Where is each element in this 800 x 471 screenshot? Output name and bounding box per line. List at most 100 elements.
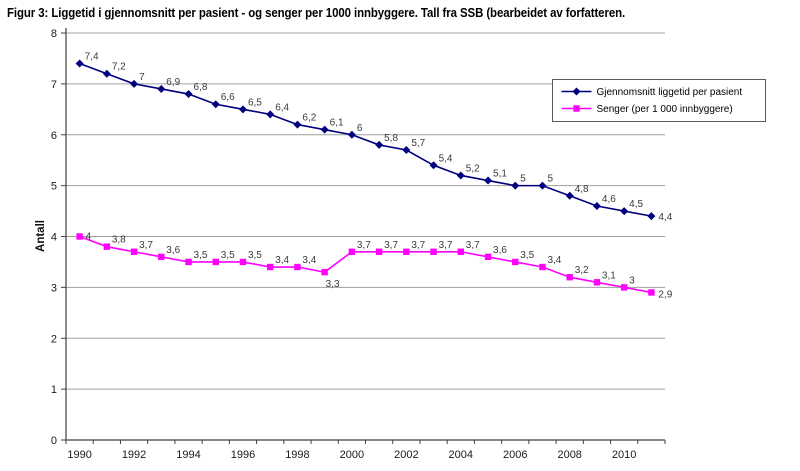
diamond-marker [375, 140, 384, 149]
square-marker [457, 248, 464, 255]
data-point-label: 5,8 [384, 133, 398, 144]
data-point-label: 6,4 [275, 102, 289, 113]
x-tick-label: 1998 [285, 449, 309, 461]
y-tick-label: 0 [51, 435, 57, 447]
square-marker [593, 279, 601, 286]
diamond-marker [592, 201, 601, 210]
x-tick-label: 2004 [449, 449, 473, 461]
data-point-label: 7,4 [85, 52, 99, 63]
data-point-label: 6 [357, 123, 363, 134]
square-marker [130, 248, 138, 255]
data-point-label: 6,6 [221, 92, 235, 103]
data-point-label: 3,7 [357, 240, 371, 251]
y-tick-label: 7 [51, 79, 57, 91]
data-point-label: 3,3 [326, 279, 340, 290]
square-marker [648, 289, 655, 296]
diamond-marker [184, 90, 193, 99]
data-point-label: 6,5 [248, 97, 262, 108]
legend: Gjennomsnitt liggetid per pasient Senger … [552, 79, 766, 122]
square-marker [158, 253, 165, 261]
square-marker [239, 258, 247, 266]
x-tick-label: 2008 [557, 449, 581, 461]
diamond-marker [320, 125, 329, 134]
data-point-label: 4 [86, 232, 92, 243]
y-axis-title: Antall [35, 220, 47, 252]
y-tick-label: 6 [51, 130, 57, 142]
series-line [79, 62, 652, 217]
data-point-label: 5,1 [493, 169, 507, 180]
diamond-marker [484, 176, 493, 185]
series-senger: 4 3,8 3,7 3,6 3,5 3,5 3,5 3,4 3,4 3,3 3,7 3,7 3,7 3,7… [76, 232, 673, 300]
diamond-marker [620, 207, 629, 216]
diamond-marker [211, 100, 220, 109]
legend-label: Senger (per 1 000 innbyggere) [597, 104, 733, 115]
data-point-label: 3,1 [602, 270, 616, 281]
series-line [79, 235, 652, 294]
square-marker [403, 248, 410, 255]
data-point-label: 7,2 [112, 62, 126, 73]
data-point-label: 3,8 [112, 235, 126, 246]
x-tick-label: 1992 [122, 449, 146, 461]
y-tick-label: 2 [51, 333, 57, 345]
x-tick-label: 1990 [67, 449, 91, 461]
diamond-marker [647, 212, 656, 221]
data-point-label: 6,8 [194, 82, 208, 93]
data-point-label: 3,6 [166, 245, 180, 256]
series-liggetid: 7,4 7,2 7 6,9 6,8 6,6 6,5 6,4 6,2 6,1 6 5,8 5,7 5,4 5,… [75, 52, 673, 223]
diamond-marker [538, 181, 547, 190]
data-point-label: 3,7 [384, 240, 398, 251]
data-point-label: 3,5 [248, 250, 262, 261]
data-point-label: 3,6 [493, 245, 507, 256]
data-point-label: 4,8 [575, 184, 589, 195]
y-tick-label: 5 [51, 181, 57, 193]
square-marker [430, 248, 437, 255]
figure-title: Figur 3: Liggetid i gjennomsnitt per pas… [7, 5, 626, 20]
diamond-marker [347, 130, 356, 139]
data-point-label: 5 [520, 174, 526, 185]
y-tick-label: 3 [51, 282, 57, 294]
x-tick-label: 2000 [340, 449, 364, 461]
data-point-label: 2,9 [658, 289, 672, 300]
square-marker [294, 263, 301, 271]
diamond-marker [511, 181, 520, 190]
data-point-label: 3,4 [302, 255, 316, 266]
diamond-marker [157, 84, 166, 93]
data-point-label: 3,4 [275, 255, 289, 266]
square-marker [212, 258, 219, 266]
diamond-marker [293, 120, 302, 129]
diamond-marker [402, 146, 411, 155]
data-point-label: 6,1 [330, 118, 344, 129]
diamond-marker [565, 191, 574, 200]
square-marker [566, 274, 573, 281]
square-marker [103, 243, 111, 250]
square-marker [539, 263, 546, 271]
square-marker [185, 258, 192, 266]
data-point-label: 5,2 [466, 163, 480, 174]
square-marker [573, 105, 580, 112]
data-point-label: 3,4 [547, 255, 561, 266]
data-point-label: 3,7 [139, 240, 153, 251]
data-point-label: 4,5 [629, 199, 643, 210]
square-marker [321, 268, 328, 276]
diamond-marker [238, 105, 247, 114]
legend-box [552, 79, 766, 122]
data-point-label: 3,7 [411, 240, 425, 251]
diamond-marker [456, 171, 465, 180]
data-point-label: 3,5 [194, 250, 208, 261]
square-marker [484, 253, 492, 261]
diamond-marker [266, 110, 275, 119]
data-point-label: 4,6 [602, 194, 616, 205]
x-tick-label: 2002 [394, 449, 418, 461]
data-point-label: 7 [139, 72, 145, 83]
square-marker [76, 233, 83, 240]
data-point-label: 3,2 [575, 265, 589, 276]
x-tick-label: 1996 [231, 449, 255, 461]
legend-label: Gjennomsnitt liggetid per pasient [597, 87, 743, 98]
data-point-label: 3 [629, 275, 635, 286]
x-tick-label: 1994 [176, 449, 200, 461]
data-point-label: 3,7 [466, 240, 480, 251]
x-tick-label: 2006 [503, 449, 527, 461]
data-point-label: 5,7 [411, 138, 425, 149]
diamond-marker [572, 87, 581, 96]
